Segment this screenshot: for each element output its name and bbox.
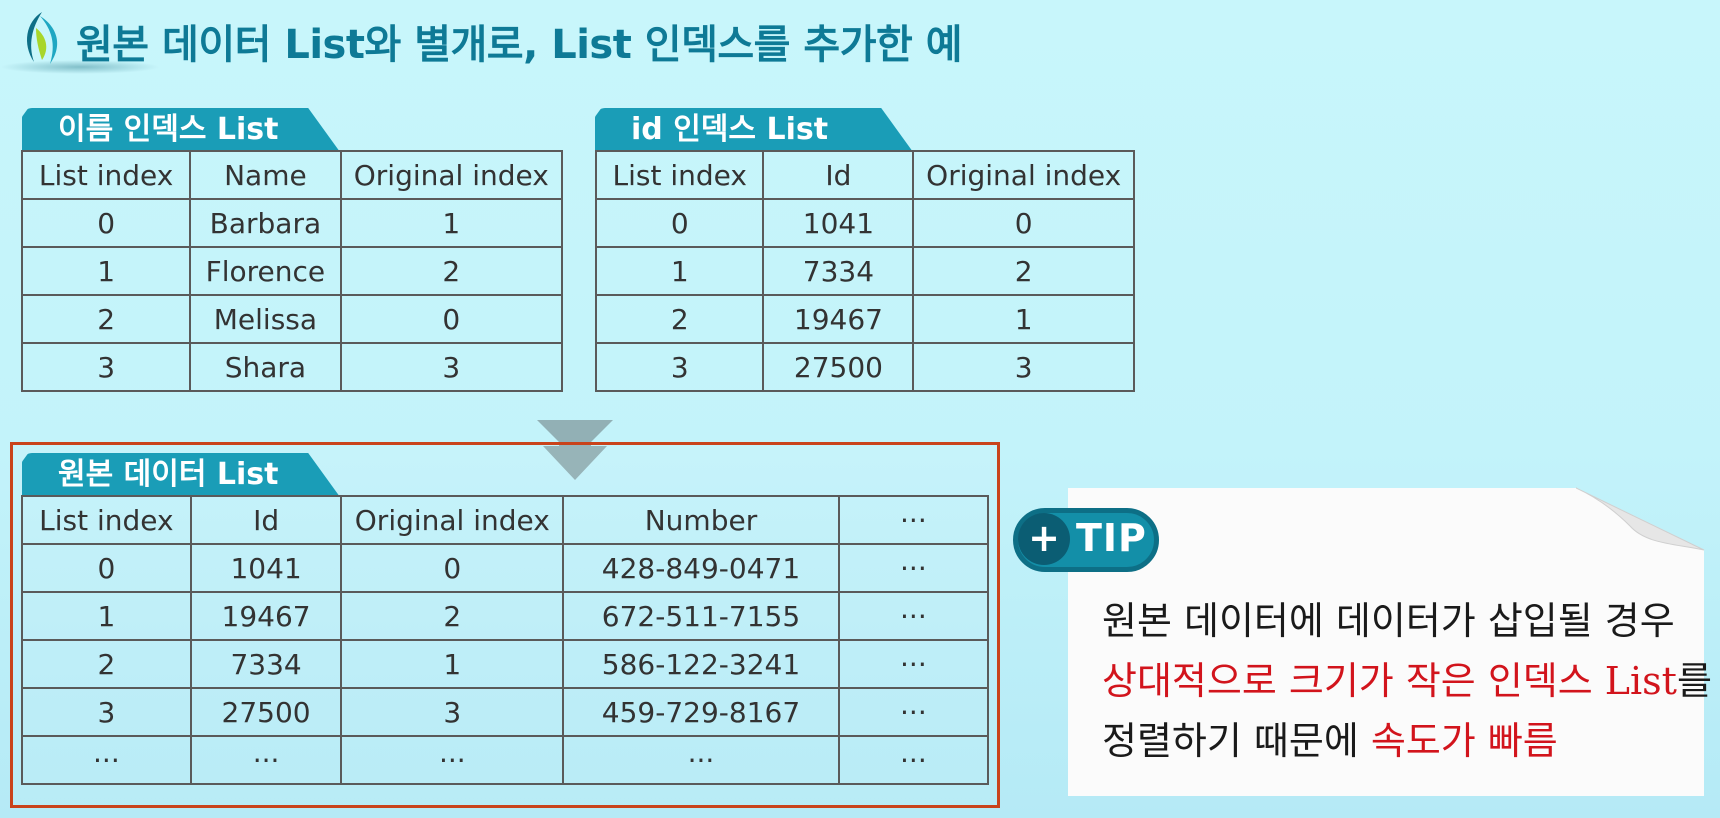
table-cell: Florence bbox=[189, 246, 342, 296]
table-cell: 3 bbox=[594, 342, 765, 392]
table-header-row: List index Name Original index bbox=[20, 150, 564, 200]
original-data-table: List index Id Original index Number ··· … bbox=[21, 495, 990, 785]
table-cell: 27500 bbox=[762, 342, 915, 392]
original-data-list-label: 원본 데이터 List bbox=[22, 453, 340, 497]
table-cell: 2 bbox=[912, 246, 1135, 296]
table-cell: ··· bbox=[21, 735, 192, 785]
table-cell: 1 bbox=[20, 246, 192, 296]
table-row: 0 Barbara 1 bbox=[20, 198, 564, 248]
table-cell: 0 bbox=[912, 198, 1135, 248]
table-cell: 2 bbox=[339, 246, 564, 296]
table-cell: 7334 bbox=[189, 639, 343, 689]
header-cell: Original index bbox=[912, 150, 1135, 200]
table-cell: 586-122-3241 bbox=[562, 639, 840, 689]
page-title: 원본 데이터 List와 별개로, List 인덱스를 추가한 예 bbox=[76, 22, 963, 68]
table-cell: 3 bbox=[339, 342, 564, 392]
title-underline-shadow bbox=[0, 60, 160, 74]
table-cell: 1041 bbox=[189, 543, 343, 593]
header-cell: Original index bbox=[339, 150, 564, 200]
table-cell: 27500 bbox=[189, 687, 343, 737]
table-cell: 1 bbox=[339, 198, 564, 248]
tip-line-3-rest: 정렬하기 때문에 bbox=[1102, 719, 1371, 763]
table-cell: 672-511-7155 bbox=[562, 591, 840, 641]
table-cell: ··· bbox=[340, 735, 565, 785]
header-cell: ··· bbox=[837, 495, 990, 545]
table-cell: 1 bbox=[594, 246, 765, 296]
table-row: 2 Melissa 0 bbox=[20, 294, 564, 344]
header-cell: Name bbox=[189, 150, 342, 200]
tip-line-1: 원본 데이터에 데이터가 삽입될 경우 bbox=[1102, 599, 1675, 643]
table-row: ··· ··· ··· ··· ··· bbox=[21, 735, 990, 785]
table-cell: 7334 bbox=[762, 246, 915, 296]
header-cell: Original index bbox=[340, 495, 565, 545]
table-cell: ··· bbox=[837, 639, 990, 689]
title-bar: 원본 데이터 List와 별개로, List 인덱스를 추가한 예 bbox=[0, 0, 1100, 80]
table-cell: 0 bbox=[20, 198, 192, 248]
header-cell: Id bbox=[189, 495, 343, 545]
tip-line-3: 정렬하기 때문에 속도가 빠름 bbox=[1102, 710, 1558, 765]
table-cell: Barbara bbox=[189, 198, 342, 248]
table-cell: 1041 bbox=[762, 198, 915, 248]
header-cell: Id bbox=[762, 150, 915, 200]
table-row: 2 7334 1 586-122-3241 ··· bbox=[21, 639, 990, 689]
table-row: 2 19467 1 bbox=[594, 294, 1135, 344]
table-cell: Shara bbox=[189, 342, 342, 392]
table-row: 0 1041 0 428-849-0471 ··· bbox=[21, 543, 990, 593]
tip-line-2: 상대적으로 크기가 작은 인덱스 List를 bbox=[1102, 650, 1712, 705]
table-cell: 3 bbox=[21, 687, 192, 737]
header-cell: List index bbox=[20, 150, 192, 200]
table-cell: 3 bbox=[340, 687, 565, 737]
table-header-row: List index Id Original index bbox=[594, 150, 1135, 200]
table-cell: 3 bbox=[912, 342, 1135, 392]
table-cell: 428-849-0471 bbox=[562, 543, 840, 593]
table-row: 3 27500 3 bbox=[594, 342, 1135, 392]
tip-line-3-highlight: 속도가 빠름 bbox=[1370, 719, 1558, 763]
header-cell: List index bbox=[21, 495, 192, 545]
table-cell: 19467 bbox=[762, 294, 915, 344]
table-cell: ··· bbox=[837, 591, 990, 641]
table-row: 3 Shara 3 bbox=[20, 342, 564, 392]
table-cell: 19467 bbox=[189, 591, 343, 641]
table-cell: 1 bbox=[912, 294, 1135, 344]
table-cell: 0 bbox=[339, 294, 564, 344]
table-cell: ··· bbox=[189, 735, 343, 785]
table-row: 0 1041 0 bbox=[594, 198, 1135, 248]
down-arrow-icon bbox=[537, 420, 613, 480]
plus-icon: + bbox=[1018, 513, 1070, 565]
table-row: 1 Florence 2 bbox=[20, 246, 564, 296]
table-cell: 459-729-8167 bbox=[562, 687, 840, 737]
table-cell: ··· bbox=[837, 687, 990, 737]
leaf-logo-icon bbox=[27, 12, 58, 64]
table-cell: 1 bbox=[21, 591, 192, 641]
tip-label: TIP bbox=[1076, 516, 1147, 560]
name-index-table: List index Name Original index 0 Barbara… bbox=[20, 150, 564, 392]
name-index-list-label: 이름 인덱스 List bbox=[22, 108, 340, 152]
id-index-table: List index Id Original index 0 1041 0 1 … bbox=[594, 150, 1135, 392]
table-header-row: List index Id Original index Number ··· bbox=[21, 495, 990, 545]
table-cell: 0 bbox=[340, 543, 565, 593]
table-row: 1 19467 2 672-511-7155 ··· bbox=[21, 591, 990, 641]
id-index-list-label: id 인덱스 List bbox=[595, 108, 913, 152]
table-cell: 1 bbox=[340, 639, 565, 689]
table-row: 3 27500 3 459-729-8167 ··· bbox=[21, 687, 990, 737]
header-cell: Number bbox=[562, 495, 840, 545]
table-cell: 3 bbox=[20, 342, 192, 392]
page-curl-icon bbox=[1576, 487, 1705, 551]
table-cell: 2 bbox=[594, 294, 765, 344]
table-cell: ··· bbox=[562, 735, 840, 785]
header-cell: List index bbox=[594, 150, 765, 200]
table-cell: Melissa bbox=[189, 294, 342, 344]
table-cell: ··· bbox=[837, 543, 990, 593]
table-row: 1 7334 2 bbox=[594, 246, 1135, 296]
tip-line-2-highlight: 상대적으로 크기가 작은 인덱스 List bbox=[1102, 659, 1677, 703]
tip-note-paper bbox=[1068, 488, 1704, 796]
table-cell: 2 bbox=[21, 639, 192, 689]
table-cell: 2 bbox=[340, 591, 565, 641]
table-cell: 2 bbox=[20, 294, 192, 344]
table-cell: 0 bbox=[21, 543, 192, 593]
tip-line-2-rest: 를 bbox=[1676, 659, 1712, 703]
table-cell: ··· bbox=[837, 735, 990, 785]
table-cell: 0 bbox=[594, 198, 765, 248]
